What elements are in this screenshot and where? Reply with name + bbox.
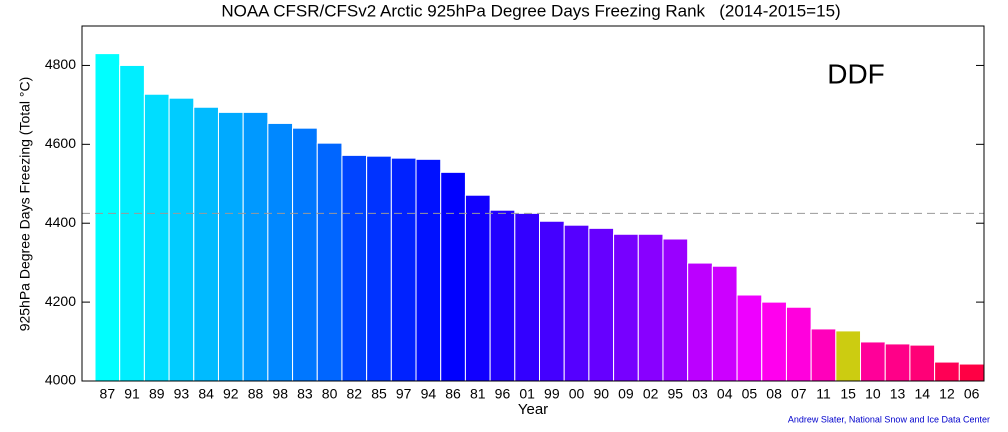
- x-tick-label: 84: [198, 386, 214, 402]
- x-tick-label: 90: [593, 386, 609, 402]
- x-tick-label: 97: [396, 386, 412, 402]
- y-tick-label: 4400: [45, 214, 76, 230]
- x-tick-label: 95: [668, 386, 684, 402]
- bar: [761, 301, 787, 382]
- bar: [94, 53, 121, 382]
- x-tick-label: 12: [939, 386, 955, 402]
- bar: [267, 122, 294, 382]
- plot-frame: [81, 25, 985, 382]
- x-tick-label: 87: [100, 386, 116, 402]
- y-tick-label: 4000: [45, 372, 76, 388]
- x-tick-label: 02: [643, 386, 659, 402]
- bar: [860, 341, 886, 382]
- bar: [637, 233, 664, 382]
- x-tick-label: 00: [569, 386, 585, 402]
- x-tick-label: 83: [297, 386, 313, 402]
- bar: [909, 344, 936, 382]
- bar: [687, 262, 713, 382]
- x-tick-label: 03: [692, 386, 708, 402]
- bar: [217, 111, 244, 382]
- bar: [736, 294, 763, 382]
- x-tick-label: 08: [766, 386, 782, 402]
- bar: [884, 343, 911, 382]
- bar: [242, 111, 269, 382]
- bar: [662, 238, 689, 382]
- x-tick-label: 15: [840, 386, 856, 402]
- x-tick-label: 89: [149, 386, 165, 402]
- x-tick-label: 06: [964, 386, 980, 402]
- x-tick-label: 96: [495, 386, 511, 402]
- x-tick-label: 93: [174, 386, 190, 402]
- y-tick-label: 4800: [45, 56, 76, 72]
- bar: [366, 155, 392, 382]
- bar: [119, 64, 145, 382]
- x-tick-label: 10: [865, 386, 881, 402]
- x-tick-label: 09: [618, 386, 634, 402]
- x-tick-label: 80: [322, 386, 338, 402]
- bar: [143, 93, 170, 382]
- bar: [440, 171, 466, 382]
- x-axis-label: Year: [518, 401, 548, 418]
- bar: [810, 328, 837, 382]
- bar: [934, 361, 960, 382]
- x-tick-label: 14: [914, 386, 930, 402]
- bar: [785, 306, 812, 382]
- x-tick-label: 11: [816, 386, 831, 402]
- bar: [711, 265, 738, 382]
- credit: Andrew Slater, National Snow and Ice Dat…: [788, 414, 990, 424]
- x-tick-label: 13: [890, 386, 906, 402]
- bar: [390, 157, 417, 382]
- bar: [193, 106, 219, 382]
- x-tick-label: 94: [421, 386, 437, 402]
- bar: [489, 209, 516, 382]
- bar: [415, 158, 442, 382]
- bar: [588, 227, 615, 382]
- bar: [341, 154, 368, 382]
- x-tick-label: 99: [544, 386, 560, 402]
- x-tick-label: 01: [519, 386, 535, 402]
- bar: [958, 363, 985, 382]
- bar: [613, 233, 639, 382]
- y-axis-label: 925hPa Degree Days Freezing (Total °C): [17, 77, 33, 332]
- x-tick-label: 81: [470, 386, 486, 402]
- x-tick-label: 05: [742, 386, 758, 402]
- x-tick-label: 82: [347, 386, 363, 402]
- x-tick-label: 86: [445, 386, 461, 402]
- bar: [835, 330, 862, 382]
- annotation: DDF: [827, 58, 885, 89]
- bar: [168, 97, 195, 382]
- x-tick-label: 88: [248, 386, 264, 402]
- x-tick-label: 04: [717, 386, 733, 402]
- x-tick-label: 92: [223, 386, 239, 402]
- chart-title: NOAA CFSR/CFSv2 Arctic 925hPa Degree Day…: [221, 1, 840, 20]
- bar: [563, 224, 590, 382]
- y-tick-label: 4600: [45, 135, 76, 151]
- x-tick-label: 85: [371, 386, 387, 402]
- y-tick-label: 4200: [45, 293, 76, 309]
- x-tick-label: 91: [124, 386, 140, 402]
- bar: [316, 142, 343, 382]
- x-tick-label: 07: [791, 386, 807, 402]
- x-tick-label: 98: [272, 386, 288, 402]
- bar: [514, 212, 540, 382]
- bar: [464, 194, 491, 382]
- bar: [539, 220, 565, 382]
- bar: [292, 127, 318, 382]
